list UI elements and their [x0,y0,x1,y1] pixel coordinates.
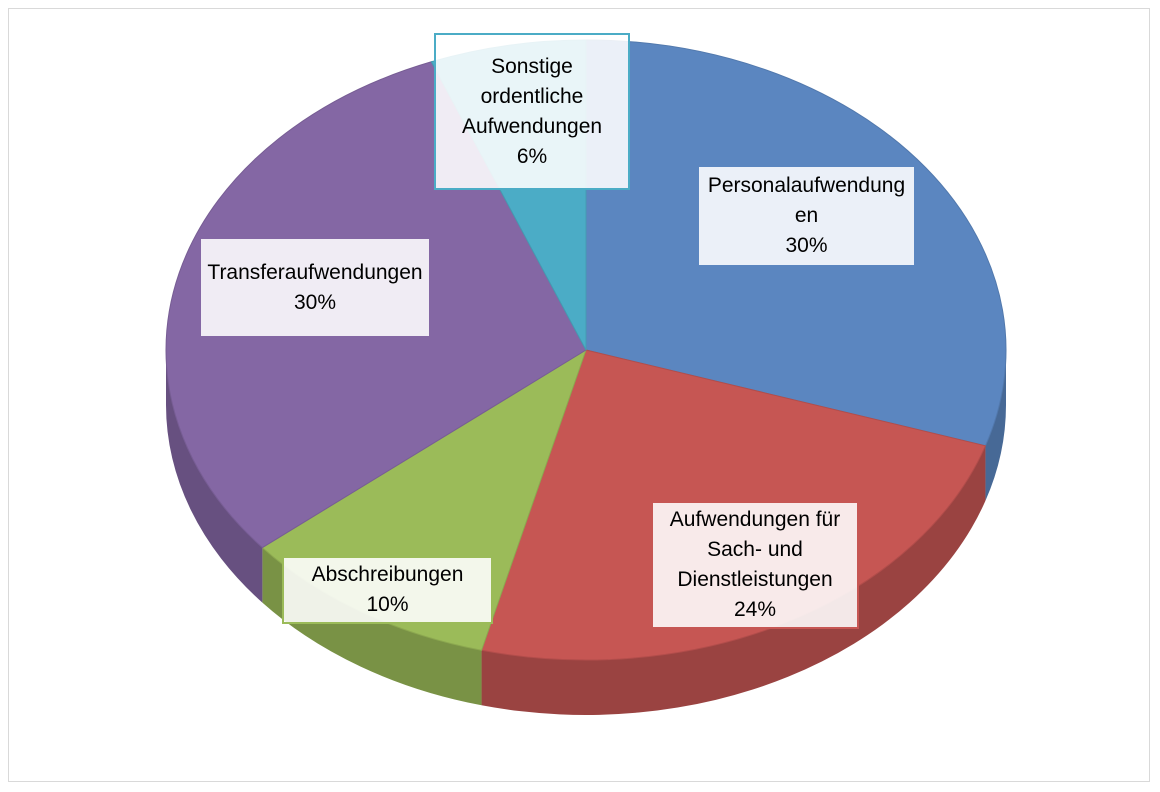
data-label: Sonstige ordentliche Aufwendungen 6% [434,33,630,190]
label-value: 30% [293,290,337,314]
label-value: 6% [516,144,548,168]
data-label: Transferaufwendungen 30% [199,237,431,338]
slice-side [262,547,482,706]
data-label: Aufwendungen für Sach- und Dienstleistun… [651,501,859,629]
label-name: Personalaufwendungen [707,174,906,227]
label-value: 10% [366,593,409,616]
data-label: Abschreibungen 10% [282,556,493,624]
label-value: 30% [785,234,828,257]
chart-frame [8,8,1150,782]
label-name: Abschreibungen [311,563,464,586]
data-label: Personalaufwendungen 30% [697,165,916,267]
label-name: Aufwendungen für Sach- und Dienstleistun… [669,508,841,591]
slice-side [481,445,986,715]
label-name: Transferaufwendungen [207,260,423,284]
slice-side [985,350,1006,501]
label-value: 24% [733,598,777,621]
label-name: Sonstige ordentliche Aufwendungen [461,54,603,138]
slice-side [166,350,263,603]
